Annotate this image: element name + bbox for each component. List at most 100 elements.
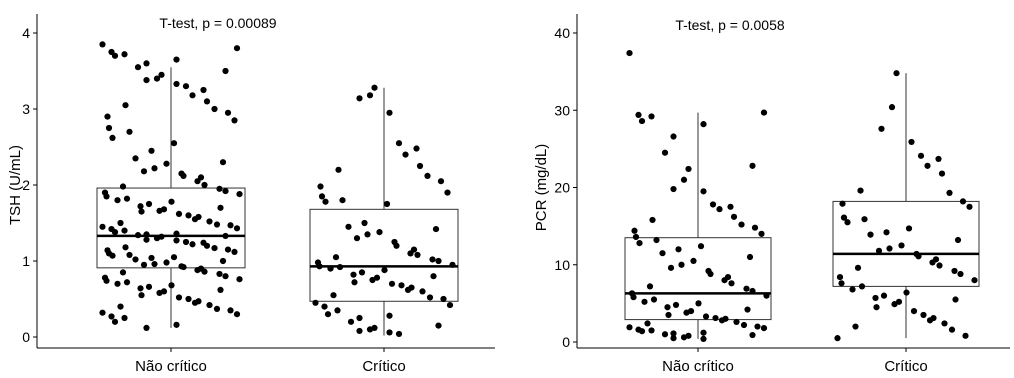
data-point [217, 204, 224, 211]
data-point [364, 231, 371, 238]
data-point [738, 221, 745, 228]
y-tick-label: 40 [554, 25, 570, 41]
data-point [114, 280, 121, 287]
data-point [414, 251, 421, 259]
data-point [111, 318, 119, 325]
p-value-annotation: T-test, p = 0.0058 [675, 17, 785, 33]
data-point [236, 191, 243, 198]
data-point [938, 170, 946, 177]
data-point [383, 200, 391, 208]
data-point [432, 225, 440, 233]
data-point [356, 95, 363, 102]
data-point [386, 312, 393, 319]
data-point [111, 52, 119, 59]
data-point [733, 318, 740, 326]
data-point [180, 172, 187, 179]
data-point [630, 294, 637, 301]
data-point [339, 197, 346, 204]
data-point [173, 230, 180, 237]
data-point [345, 223, 352, 230]
data-point [936, 262, 943, 269]
data-point [763, 292, 770, 299]
data-point [158, 71, 165, 78]
y-tick-label: 30 [554, 102, 570, 118]
y-axis-label: PCR (mg/dL) [533, 144, 550, 232]
data-point [170, 254, 178, 261]
data-point [435, 257, 442, 265]
data-point [153, 235, 161, 242]
data-point [317, 183, 324, 190]
data-point [626, 49, 633, 57]
data-point [880, 292, 888, 299]
data-point [233, 311, 241, 318]
data-point [661, 149, 669, 156]
data-point [216, 270, 223, 278]
data-point [233, 225, 241, 232]
data-point [440, 295, 447, 303]
data-point [132, 155, 139, 162]
data-point [697, 243, 705, 250]
data-point [105, 124, 113, 132]
data-point [429, 256, 436, 263]
data-point [206, 218, 213, 225]
data-point [173, 237, 180, 244]
y-tick-label: 10 [554, 257, 570, 273]
iqr-box [832, 200, 980, 287]
data-point [121, 314, 128, 322]
data-point [111, 229, 119, 236]
data-point [330, 292, 337, 299]
data-point [151, 165, 158, 172]
data-point [653, 236, 660, 244]
data-point [700, 335, 707, 343]
data-point [119, 183, 127, 190]
data-point [236, 276, 243, 283]
data-point [358, 269, 366, 276]
data-point [948, 326, 956, 333]
data-point [424, 172, 431, 179]
data-point [685, 165, 692, 173]
data-point [680, 334, 688, 341]
data-point [426, 294, 434, 301]
data-point [99, 223, 106, 230]
data-point [908, 138, 915, 146]
data-point [920, 311, 927, 319]
data-point [915, 253, 922, 260]
y-tick-label: 3 [22, 101, 30, 117]
data-point [312, 299, 319, 306]
data-point [857, 187, 864, 194]
data-point [189, 241, 196, 248]
data-point [883, 229, 890, 236]
data-point [126, 128, 133, 135]
p-value-annotation: T-test, p = 0.00089 [159, 15, 276, 31]
data-point [709, 201, 717, 208]
data-point [143, 236, 150, 243]
data-point [163, 160, 170, 167]
data-point [163, 259, 170, 266]
x-tick-label: Não crítico [662, 358, 734, 375]
data-point [444, 189, 451, 196]
data-point [222, 187, 229, 195]
data-point [667, 264, 675, 271]
data-point [182, 83, 190, 90]
data-point [123, 195, 131, 202]
data-point [143, 77, 150, 84]
data-point [905, 225, 913, 232]
data-point [148, 254, 155, 262]
data-point [836, 274, 844, 281]
data-point [631, 227, 638, 234]
data-point [962, 332, 969, 339]
data-point [148, 147, 155, 154]
data-point [336, 263, 344, 271]
data-point [119, 269, 127, 276]
data-point [760, 324, 768, 332]
data-point [700, 329, 707, 336]
data-point [670, 185, 677, 193]
data-point [386, 109, 393, 116]
data-point [721, 277, 728, 284]
data-point [211, 105, 218, 113]
data-point [347, 318, 355, 325]
data-point [156, 289, 163, 297]
data-point [878, 125, 885, 132]
data-point [646, 283, 654, 290]
data-point [744, 306, 751, 313]
